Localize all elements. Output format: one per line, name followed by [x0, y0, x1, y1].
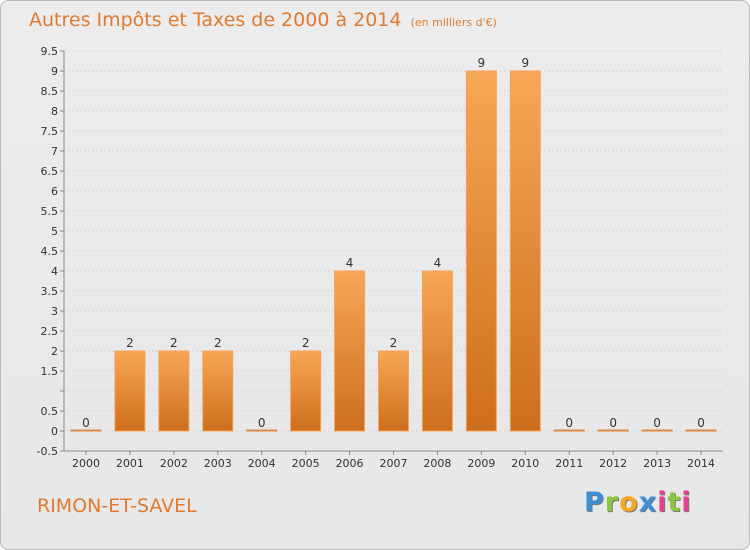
y-tick-label: 7.5: [41, 125, 59, 138]
y-tick-label: 6.5: [41, 165, 59, 178]
y-tick-label: 2: [51, 345, 58, 358]
proxiti-logo[interactable]: Proxiti: [584, 487, 692, 518]
logo-letter: i: [681, 487, 692, 518]
data-label: 0: [565, 416, 573, 430]
x-tick-label: 2008: [423, 457, 451, 470]
bar: [70, 429, 102, 432]
bar: [378, 350, 409, 432]
bar: [597, 429, 629, 432]
y-tick-label: 3: [51, 305, 58, 318]
data-label: 0: [82, 416, 90, 430]
bar: [465, 70, 497, 432]
bar: [290, 350, 322, 432]
y-tick-label: 2.5: [41, 325, 59, 338]
x-tick-label: 2009: [467, 457, 495, 470]
x-tick-label: 2007: [380, 457, 408, 470]
data-label: 2: [170, 336, 178, 350]
logo-letter: t: [667, 487, 682, 518]
x-tick-label: 2010: [511, 457, 539, 470]
bar: [685, 429, 717, 432]
y-tick-label: 8: [51, 105, 58, 118]
bar: [114, 350, 146, 432]
bar: [509, 70, 541, 432]
data-label: 4: [346, 256, 354, 270]
bar: [246, 429, 278, 432]
y-tick-label: 3.5: [41, 285, 59, 298]
chart-title: Autres Impôts et Taxes de 2000 à 2014: [29, 9, 402, 31]
data-label: 0: [609, 416, 617, 430]
data-label: 2: [390, 336, 398, 350]
bar: [158, 350, 190, 432]
x-tick-label: 2013: [643, 457, 671, 470]
bar: [421, 270, 453, 432]
logo-letter: P: [584, 487, 605, 518]
y-tick-label: 0: [51, 425, 58, 438]
y-tick-label: 9.5: [41, 45, 59, 58]
x-tick-label: 2002: [160, 457, 188, 470]
y-tick-label: 7: [51, 145, 58, 158]
y-tick-label: 5.5: [41, 205, 59, 218]
y-tick-label: 1.5: [41, 365, 59, 378]
x-tick-label: 2012: [599, 457, 627, 470]
x-tick-label: 2014: [687, 457, 715, 470]
y-tick-label: 9: [51, 65, 58, 78]
x-tick-label: 2001: [116, 457, 144, 470]
y-tick-label: 6: [51, 185, 58, 198]
x-tick-label: 2005: [292, 457, 320, 470]
x-tick-label: 2006: [336, 457, 364, 470]
chart-header: Autres Impôts et Taxes de 2000 à 2014 (e…: [29, 9, 497, 31]
logo-letter: i: [657, 487, 668, 518]
data-label: 4: [434, 256, 442, 270]
x-tick-label: 2000: [72, 457, 100, 470]
x-tick-label: 2011: [555, 457, 583, 470]
y-tick-label: 4: [51, 265, 58, 278]
y-tick-label: 4.5: [41, 245, 59, 258]
y-tick-label: 8.5: [41, 85, 59, 98]
data-label: 2: [302, 336, 310, 350]
bar: [641, 429, 673, 432]
logo-letter: r: [604, 487, 620, 518]
logo-letter: o: [619, 487, 639, 518]
bar: [202, 350, 234, 432]
data-label: 2: [214, 336, 222, 350]
data-label: 9: [521, 56, 529, 70]
bar: [553, 429, 585, 432]
x-tick-label: 2004: [248, 457, 276, 470]
y-tick-label: -0.5: [37, 445, 58, 458]
commune-name: RIMON-ET-SAVEL: [37, 495, 197, 517]
x-tick-label: 2003: [204, 457, 232, 470]
data-label: 0: [697, 416, 705, 430]
logo-letter: x: [638, 487, 658, 518]
data-label: 0: [653, 416, 661, 430]
data-label: 9: [478, 56, 486, 70]
bar: [334, 270, 366, 432]
data-label: 0: [258, 416, 266, 430]
data-label: 2: [126, 336, 134, 350]
y-tick-label: 0.5: [41, 405, 59, 418]
chart-unit-note: (en milliers d'€): [410, 16, 497, 29]
y-tick-label: 5: [51, 225, 58, 238]
